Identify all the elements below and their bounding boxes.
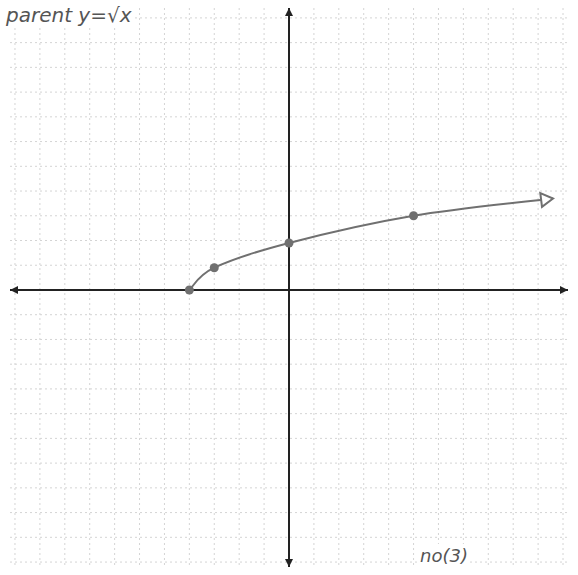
grid-line-x	[114, 8, 115, 567]
plot	[185, 193, 553, 294]
grid-line-x	[363, 8, 364, 567]
chart: parent y=√x no(3)	[0, 0, 578, 575]
title: parent y=√x	[5, 3, 132, 27]
grid	[10, 8, 568, 567]
grid-line-x	[164, 8, 165, 567]
annotation-bg	[418, 544, 470, 567]
grid-line-x	[313, 8, 314, 567]
grid-line-x	[214, 8, 215, 567]
axis-arrow	[285, 559, 293, 567]
title-group: parent y=√x	[3, 2, 134, 28]
grid-line-x	[239, 8, 240, 567]
axes	[10, 8, 568, 567]
axis-arrow	[285, 8, 293, 16]
grid-line-x	[338, 8, 339, 567]
point	[285, 238, 294, 247]
grid-line-x	[139, 8, 140, 567]
point	[409, 211, 418, 220]
grid-line-x	[463, 8, 464, 567]
grid-line-x	[538, 8, 539, 567]
grid-line-x	[438, 8, 439, 567]
grid-line-x	[488, 8, 489, 567]
grid-line-x	[513, 8, 514, 567]
annotation-group: no(3)	[418, 544, 470, 567]
axis-arrow	[560, 286, 568, 294]
curve	[189, 198, 553, 290]
annotation: no(3)	[420, 545, 468, 566]
title-bg	[3, 2, 134, 28]
grid-line-x	[413, 8, 414, 567]
point	[210, 263, 219, 272]
y-axis	[288, 8, 290, 567]
grid-line-x	[289, 8, 290, 567]
grid-line-x	[264, 8, 265, 567]
curve-arrow	[540, 193, 553, 207]
axis-arrow	[10, 286, 18, 294]
grid-line-x	[388, 8, 389, 567]
point	[185, 285, 194, 294]
